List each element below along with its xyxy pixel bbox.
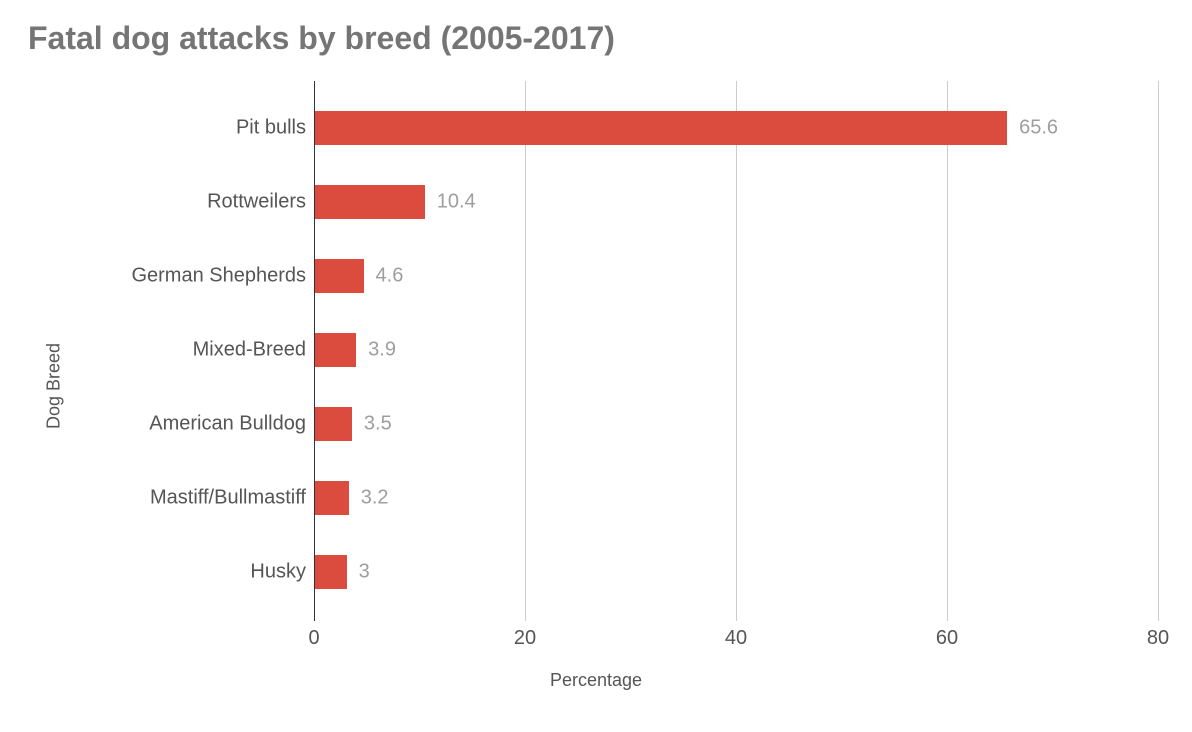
value-label: 4.6 [376, 265, 404, 288]
bar: 3.5 [315, 407, 352, 441]
value-label: 3.2 [361, 487, 389, 510]
bar-row: 65.6 [314, 111, 1158, 145]
chart-container: Fatal dog attacks by breed (2005-2017) D… [0, 0, 1192, 732]
x-axis-label: Percentage [550, 670, 642, 691]
bar: 3.9 [315, 333, 356, 367]
bar: 10.4 [315, 185, 425, 219]
bar-row: 4.6 [314, 259, 1158, 293]
bars: 65.6 10.4 4.6 3.9 3.5 3.2 3 [314, 81, 1158, 621]
x-tick-label: 20 [514, 627, 536, 650]
chart-wrap: Dog Breed Pit bullsRottweilersGerman She… [24, 81, 1168, 691]
value-label: 3 [359, 561, 370, 584]
x-tick-label: 40 [725, 627, 747, 650]
bar: 4.6 [315, 259, 364, 293]
category-label: American Bulldog [149, 413, 306, 436]
chart-title: Fatal dog attacks by breed (2005-2017) [28, 20, 1168, 57]
bar-row: 3.5 [314, 407, 1158, 441]
bar-row: 3.2 [314, 481, 1158, 515]
bar-row: 3 [314, 555, 1158, 589]
category-label: Rottweilers [207, 191, 306, 214]
bar: 3 [315, 555, 347, 589]
category-label: Husky [250, 561, 306, 584]
x-tick-labels: 020406080 [314, 627, 1158, 651]
bar: 3.2 [315, 481, 349, 515]
plot-area: 65.6 10.4 4.6 3.9 3.5 3.2 3 [314, 81, 1158, 621]
bar-row: 10.4 [314, 185, 1158, 219]
bar: 65.6 [315, 111, 1007, 145]
category-label: Pit bulls [236, 117, 306, 140]
x-tick-label: 80 [1147, 627, 1169, 650]
category-label: Mixed-Breed [193, 339, 306, 362]
value-label: 3.5 [364, 413, 392, 436]
x-tick-label: 60 [936, 627, 958, 650]
value-label: 65.6 [1019, 117, 1058, 140]
bar-row: 3.9 [314, 333, 1158, 367]
category-labels: Pit bulls Rottweilers German Shepherds Mixe… [24, 81, 306, 621]
category-label: German Shepherds [131, 265, 306, 288]
value-label: 10.4 [437, 191, 476, 214]
category-label: Mastiff/Bullmastiff [150, 487, 306, 510]
gridline [1158, 81, 1159, 621]
x-tick-label: 0 [308, 627, 319, 650]
value-label: 3.9 [368, 339, 396, 362]
